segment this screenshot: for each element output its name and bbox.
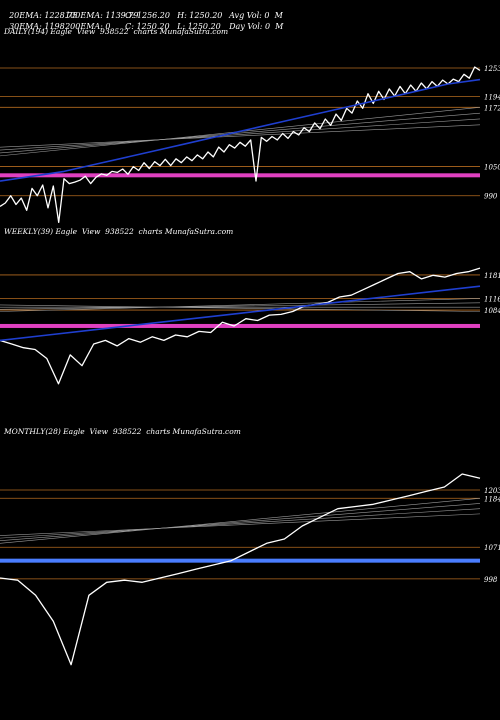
- monthly-trend-line: [0, 513, 481, 536]
- daily-level-label: 1172: [484, 104, 500, 112]
- ema200-readout: 200EMA: 0: [65, 22, 111, 31]
- open-readout: O: 1256.20: [125, 11, 170, 20]
- avg-vol-readout: Avg Vol: 0 M: [229, 11, 283, 20]
- monthly-trend-line: [0, 508, 481, 539]
- monthly-level-label: 1203: [484, 487, 500, 495]
- daily-price-line: [0, 66, 481, 224]
- daily-trend-line: [0, 124, 481, 148]
- daily-level-label: 1253: [484, 65, 500, 73]
- monthly-level-label: 1071: [484, 544, 500, 552]
- weekly-price-line: [0, 267, 481, 385]
- weekly-level-label: 1116: [484, 295, 500, 303]
- header-row-1: 20EMA: 1228.75100EMA: 1139.79O: 1256.20 H…: [4, 2, 283, 20]
- monthly-price-line: [0, 473, 481, 666]
- ema30-readout: 30EMA: 1198: [9, 22, 65, 31]
- weekly-level-label: 1084: [484, 307, 500, 315]
- monthly-trend-line: [0, 497, 481, 544]
- daily-trend-line: [0, 112, 481, 154]
- low-readout: L: 1250.20: [177, 22, 221, 31]
- monthly-trend-line: [0, 503, 481, 542]
- weekly-ema-line: [0, 285, 481, 342]
- weekly-band: [0, 323, 480, 328]
- monthly-chart: 12031184 1071 998: [0, 473, 500, 666]
- ema100-readout: 100EMA: 1139.79: [65, 11, 139, 20]
- daily-trend-line: [0, 118, 481, 151]
- weekly-chart-title: WEEKLY(39) Eagle View 938522 charts Muna…: [4, 227, 234, 236]
- ema20-readout: 20EMA: 1228.75: [9, 11, 78, 20]
- daily-band: [0, 173, 480, 178]
- monthly-level-label: 998: [484, 576, 498, 584]
- daily-ema-line: [0, 78, 481, 182]
- daily-level-label: 990: [484, 193, 498, 201]
- weekly-trend-line: [0, 302, 481, 310]
- weekly-trend-line: [0, 304, 481, 312]
- daily-level-label: 1194: [484, 94, 500, 102]
- monthly-level-label: 1184: [484, 495, 500, 503]
- high-readout: H: 1250.20: [177, 11, 223, 20]
- daily-level-label: 1050: [484, 164, 500, 172]
- daily-chart-title: DAILY(194) Eagle View 938522 charts Muna…: [4, 27, 229, 36]
- daily-chart: 1253 1172 1194 1050 990: [0, 65, 500, 224]
- close-readout: C: 1250.20: [125, 22, 170, 31]
- monthly-band: [0, 558, 480, 563]
- header-row-2: 30EMA: 1198200EMA: 0 C: 1250.20 L: 1250.20…: [4, 13, 283, 31]
- weekly-trend-line: [0, 298, 481, 312]
- monthly-chart-title: MONTHLY(28) Eagle View 938522 charts Mun…: [4, 427, 241, 436]
- day-vol-readout: Day Vol: 0 M: [229, 22, 284, 31]
